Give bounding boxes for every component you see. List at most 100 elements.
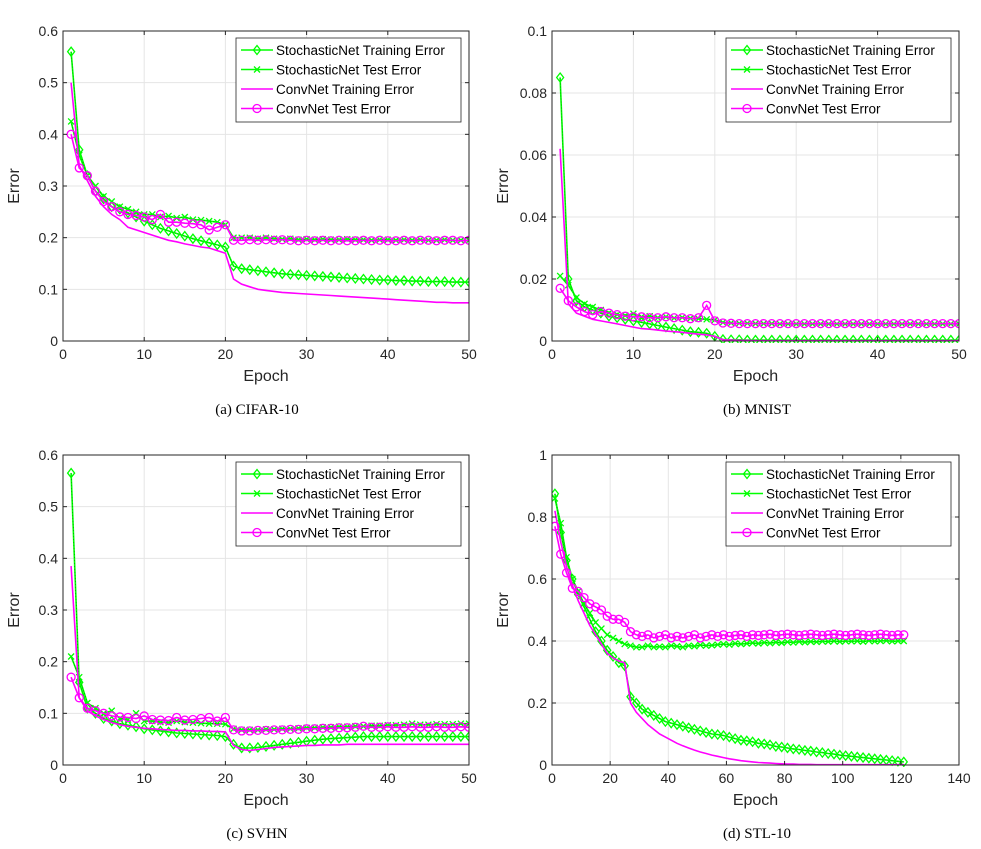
data-point-circle <box>588 309 598 320</box>
data-point-diamond <box>172 727 182 739</box>
data-point-diamond <box>655 712 664 725</box>
x-tick-label: 50 <box>461 346 477 362</box>
data-point-diamond <box>367 731 376 743</box>
data-point-circle <box>90 186 101 196</box>
data-point-diamond <box>350 731 360 743</box>
data-point-circle <box>829 629 839 639</box>
data-point-circle <box>204 225 214 235</box>
series-line-stochasticnet-training-error-dots <box>70 473 469 749</box>
data-point-diamond <box>841 750 850 762</box>
legend-label: ConvNet Training Error <box>766 82 905 97</box>
data-point-circle <box>852 629 862 639</box>
data-point-circle <box>220 220 231 230</box>
data-point-diamond <box>253 741 263 753</box>
y-tick-label: 0.6 <box>528 571 548 587</box>
data-point-diamond <box>736 734 746 746</box>
legend-box <box>725 37 952 123</box>
legend-label: StochasticNet Test Error <box>766 487 912 502</box>
data-point-circle <box>747 630 758 640</box>
legend-label: ConvNet Training Error <box>276 82 415 97</box>
legend-label: StochasticNet Training Error <box>766 467 935 482</box>
data-point-circle <box>552 521 560 531</box>
data-point-diamond <box>713 729 723 741</box>
data-point-diamond <box>391 274 401 287</box>
data-point-diamond <box>326 733 336 745</box>
y-tick-label: 0 <box>50 333 58 349</box>
data-point-diamond <box>806 745 816 757</box>
legend-label: StochasticNet Test Error <box>276 63 422 78</box>
data-point-diamond <box>139 215 149 227</box>
chart-panel-stl10: 0 20 40 60 80 100 120 140 0 0.2 0.4 0.6 0.8 1 Epoch Err… <box>495 447 971 842</box>
data-point-circle <box>573 586 583 597</box>
data-point-diamond <box>631 697 641 709</box>
x-tick-label: 10 <box>136 346 152 362</box>
data-point-diamond <box>783 742 792 754</box>
x-axis-title: Epoch <box>243 792 288 809</box>
series-line-convnet-test-error <box>554 526 904 639</box>
data-point-diamond <box>719 729 728 742</box>
data-point-x <box>221 720 229 728</box>
data-point-diamond <box>294 269 303 281</box>
data-point-diamond <box>751 334 760 343</box>
data-point-diamond <box>629 315 638 327</box>
data-point-circle <box>753 630 764 641</box>
legend-label: ConvNet Test Error <box>276 102 391 117</box>
legend-label: ConvNet Test Error <box>276 526 391 541</box>
legend-marker-diamond <box>252 44 262 56</box>
data-point-circle <box>155 209 166 220</box>
data-point-circle <box>82 703 93 713</box>
data-point-circle <box>649 633 659 643</box>
data-point-x <box>213 720 221 728</box>
data-point-diamond <box>824 334 834 343</box>
data-point-diamond <box>415 275 425 287</box>
data-point-x <box>830 637 838 645</box>
legend-box <box>725 461 952 547</box>
data-point-x <box>836 638 844 646</box>
data-point-circle <box>701 631 711 641</box>
data-point-diamond <box>690 723 699 735</box>
data-point-diamond <box>643 706 653 718</box>
data-point-diamond <box>832 334 842 343</box>
chart-panel-cifar10: 0 10 20 30 40 50 0 0.1 0.2 0.3 0.4 0.5 0.6 Epoch Error… <box>6 23 477 418</box>
data-point-x <box>679 643 687 651</box>
data-point-circle <box>954 318 959 329</box>
data-point-diamond <box>864 752 874 764</box>
data-point-diamond <box>840 334 850 343</box>
data-point-diamond <box>350 272 360 285</box>
data-point-diamond <box>237 742 246 754</box>
data-point-diamond <box>286 737 295 749</box>
data-point-circle <box>713 631 723 641</box>
data-point-diamond <box>889 334 899 343</box>
data-point-x <box>627 642 634 650</box>
y-tick-label: 0.4 <box>39 550 59 566</box>
data-point-diamond <box>734 334 744 343</box>
legend: StochasticNet Training Error StochasticNe… <box>235 461 462 547</box>
data-point-diamond <box>865 334 874 343</box>
data-point-circle <box>672 631 682 641</box>
x-tick-label: 0 <box>59 770 67 786</box>
data-point-circle <box>742 631 752 641</box>
y-axis-title: Error <box>6 168 23 204</box>
data-point-circle <box>736 630 746 640</box>
legend-label: StochasticNet Training Error <box>276 43 445 58</box>
legend-marker-x <box>743 66 751 73</box>
x-tick-label: 120 <box>889 770 913 786</box>
data-point-x <box>772 638 780 646</box>
data-point-circle <box>707 630 717 640</box>
data-point-x <box>859 638 867 646</box>
legend-marker-x <box>253 66 261 73</box>
y-tick-label: 0.8 <box>528 509 548 525</box>
data-point-circle <box>893 630 903 640</box>
data-point-diamond <box>334 271 344 284</box>
data-point-x <box>597 625 605 633</box>
data-point-circle <box>817 630 828 641</box>
data-point-circle <box>846 630 857 640</box>
data-point-diamond <box>66 467 76 479</box>
data-point-x <box>581 300 589 308</box>
data-point-diamond <box>164 225 173 237</box>
data-point-diamond <box>794 743 804 756</box>
data-point-circle <box>887 630 897 641</box>
data-point-diamond <box>725 731 734 743</box>
data-point-circle <box>702 300 712 311</box>
series-line-convnet-training-error <box>70 82 469 304</box>
